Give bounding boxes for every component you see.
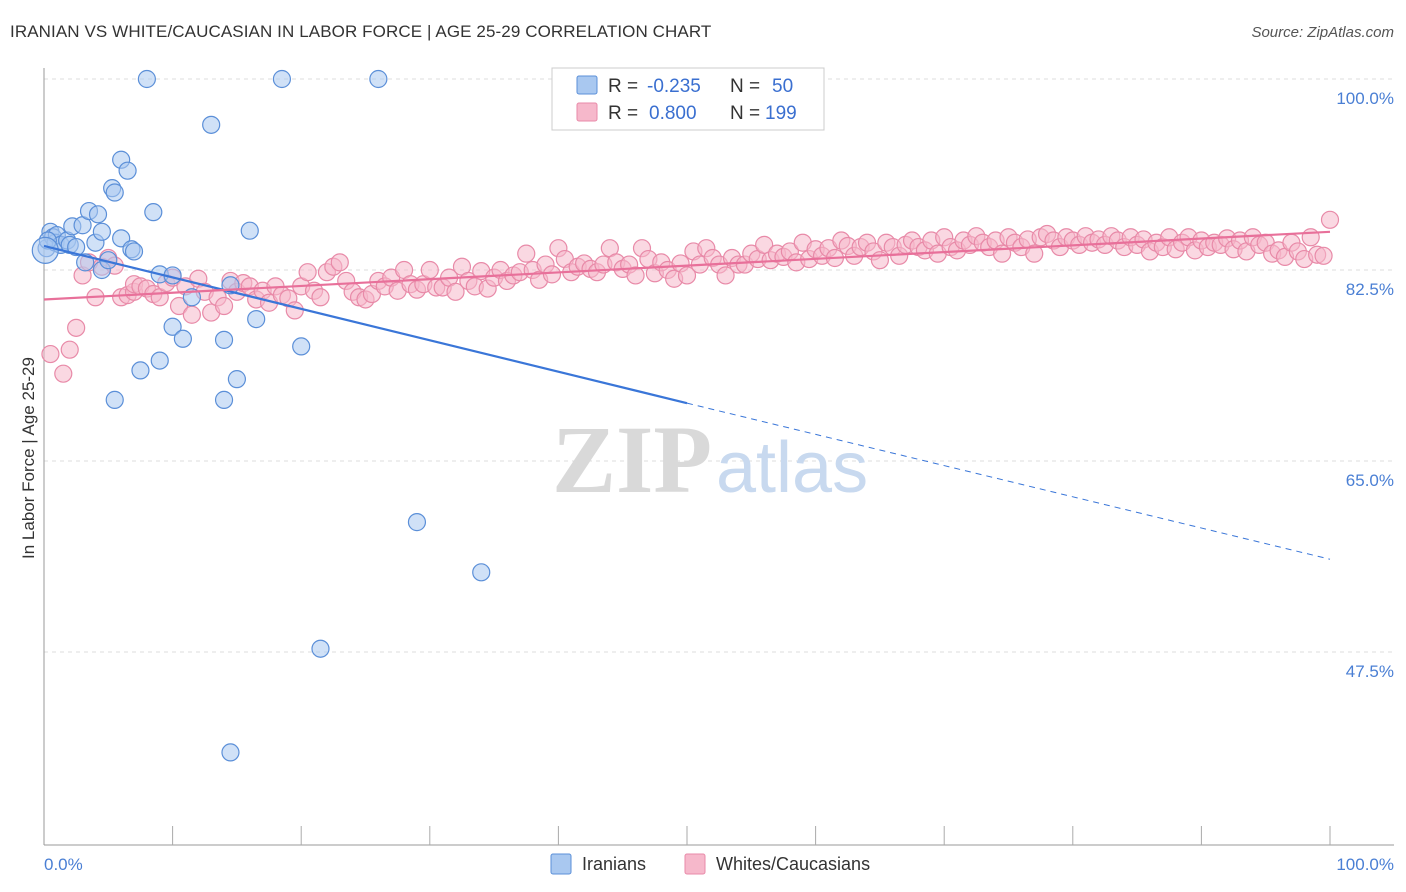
stats-r-label-2: R =: [608, 103, 638, 124]
y-tick-label-0: 100.0%: [1336, 89, 1394, 108]
iranians-point-45: [311, 639, 330, 658]
stats-swatch-pink: [576, 102, 598, 122]
iranians-point-46: [369, 69, 388, 89]
whites-point-63: [446, 282, 465, 301]
iranians-point-15: [88, 205, 108, 224]
legend-label-iranians: Iranians: [582, 854, 646, 874]
iranians-point-34: [182, 288, 201, 307]
whites-point-91: [626, 266, 645, 285]
whites-trend-line: [43, 230, 1331, 301]
whites-point-59: [420, 260, 439, 280]
stats-n-value-2: 199: [765, 103, 797, 124]
whites-point-40: [298, 263, 317, 282]
watermark-atlas: atlas: [716, 428, 868, 508]
iranians-point-41: [240, 221, 259, 240]
iranians-point-47: [407, 513, 427, 532]
watermark: ZIP atlas: [552, 406, 868, 513]
y-tick-labels: 100.0% 82.5% 65.0% 47.5%: [1336, 89, 1394, 681]
iranians-point-26: [131, 361, 150, 380]
iranians-point-25: [124, 242, 144, 261]
whites-point-3: [67, 318, 86, 337]
whites-point-198: [1314, 246, 1333, 265]
y-tick-label-3: 47.5%: [1346, 662, 1394, 681]
x-minor-ticks: [172, 826, 1331, 845]
whites-point-27: [214, 296, 234, 316]
whites-point-111: [755, 235, 774, 254]
iranians-point-27: [137, 69, 156, 89]
chart-title: IRANIAN VS WHITE/CAUCASIAN IN LABOR FORC…: [10, 22, 712, 41]
iranians-point-36: [214, 330, 234, 349]
iranians-point-48: [472, 563, 491, 582]
y-axis-title: In Labor Force | Age 25-29: [19, 357, 38, 559]
whites-point-199: [1320, 210, 1340, 229]
iranians-point-16: [92, 222, 111, 241]
legend-label-whites: Whites/Caucasians: [716, 854, 870, 874]
iranians-point-33: [173, 329, 192, 348]
x-tick-label-left: 0.0%: [44, 855, 83, 874]
whites-point-1: [54, 364, 73, 383]
stats-r-value-1: -0.235: [647, 76, 701, 97]
x-tick-label-right: 100.0%: [1336, 855, 1394, 874]
iranians-point-37: [214, 390, 234, 409]
stats-n-value-1: 50: [772, 76, 793, 97]
whites-point-20: [169, 296, 189, 316]
watermark-zip: ZIP: [552, 406, 712, 513]
iranians-trend-line: [43, 244, 688, 405]
y-tick-label-2: 65.0%: [1346, 471, 1394, 490]
y-tick-label-1: 82.5%: [1346, 280, 1394, 299]
whites-point-42: [311, 288, 330, 307]
stats-box: R = -0.235 N = 50 R = 0.800 N = 199: [551, 67, 825, 131]
whites-point-196: [1301, 228, 1320, 247]
whites-point-74: [517, 244, 536, 263]
stats-n-label-1: N =: [730, 76, 760, 97]
stats-n-label-2: N =: [730, 103, 760, 124]
iranians-trend-extension: [686, 402, 1331, 560]
stats-r-label-1: R =: [608, 76, 638, 97]
whites-point-45: [330, 253, 349, 272]
legend: Iranians Whites/Caucasians: [550, 853, 870, 875]
whites-point-78: [542, 265, 562, 284]
iranians-point-20: [105, 183, 124, 202]
iranians-point-23: [118, 161, 137, 180]
iranians-point-30: [150, 351, 169, 370]
iranians-point-32: [163, 317, 182, 336]
iranians-cluster-point: [31, 236, 59, 264]
trend-lines: [43, 230, 1331, 560]
whites-point-2: [60, 340, 79, 359]
iranians-point-39: [221, 743, 240, 762]
series-iranians-points: [31, 69, 491, 762]
iranians-point-44: [292, 337, 311, 356]
iranians-point-43: [272, 69, 292, 89]
stats-r-value-2: 0.800: [649, 103, 697, 124]
whites-point-105: [716, 266, 735, 285]
series-whites-points: [41, 210, 1340, 383]
whites-point-38: [285, 301, 304, 320]
iranians-point-42: [247, 310, 266, 329]
whites-point-0: [41, 344, 60, 364]
grid-lines: [44, 78, 1394, 653]
whites-point-22: [182, 305, 201, 324]
iranians-point-9: [67, 237, 86, 257]
source-label: Source: ZipAtlas.com: [1251, 24, 1394, 41]
iranians-point-40: [227, 370, 246, 389]
legend-swatch-whites: [684, 853, 706, 875]
iranians-point-35: [202, 115, 221, 134]
whites-point-153: [1025, 244, 1044, 263]
stats-swatch-blue: [576, 75, 598, 95]
iranians-point-28: [144, 203, 163, 222]
iranians-point-19: [105, 390, 124, 409]
whites-point-99: [677, 266, 697, 285]
legend-swatch-iranians: [550, 853, 572, 875]
